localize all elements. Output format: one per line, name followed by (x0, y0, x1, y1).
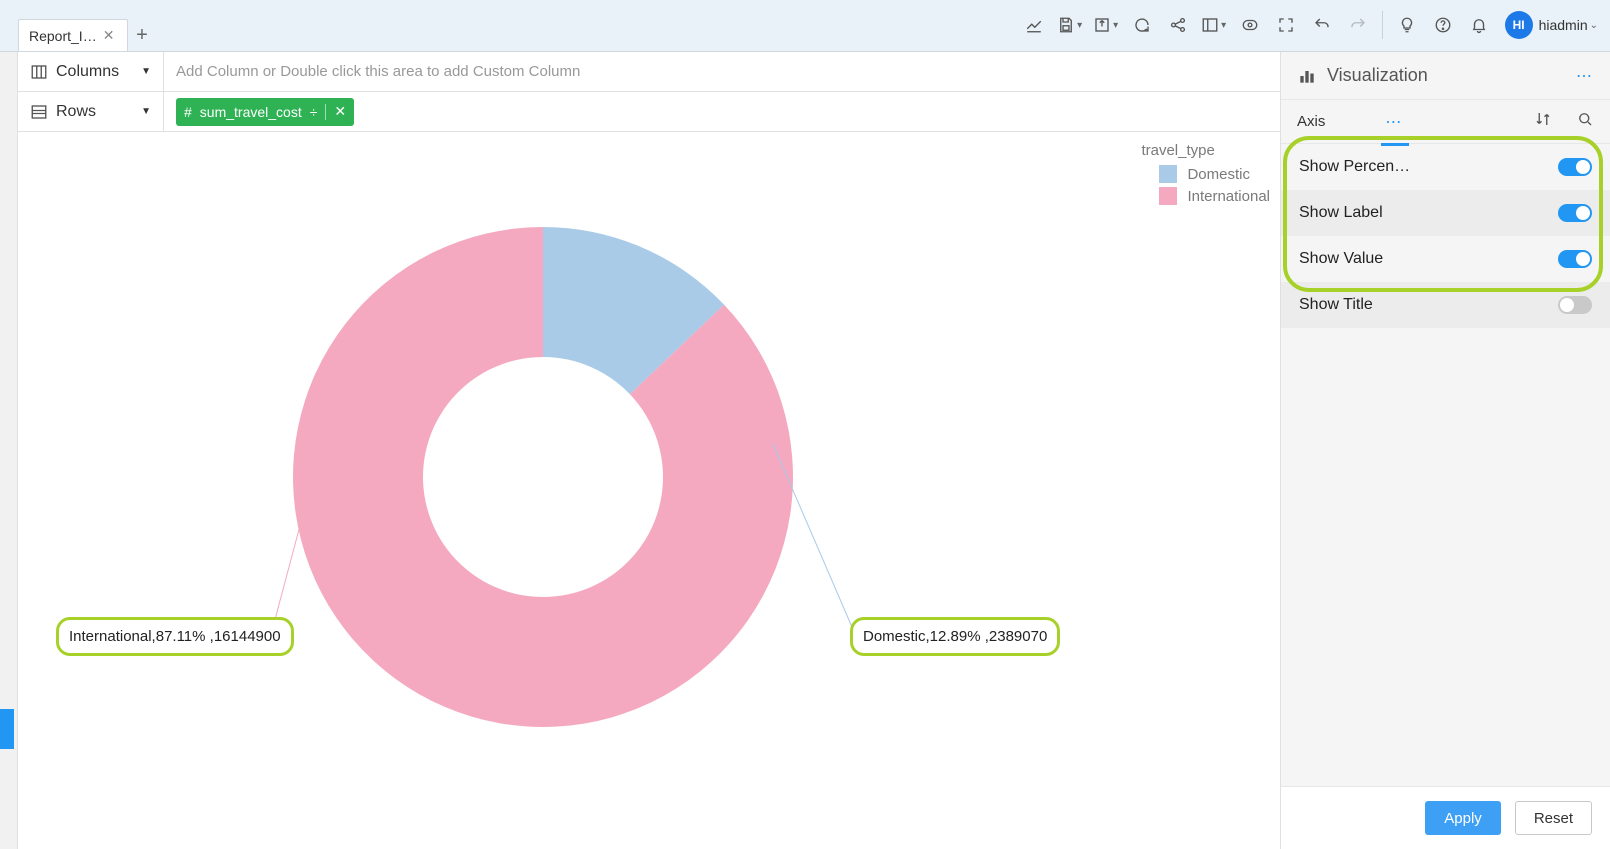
visualization-panel: Visualization ⋯ Axis ⋯ Show Percen…Show … (1280, 52, 1610, 849)
chart-region: travel_type Domestic International Intern… (18, 132, 1280, 849)
chevron-down-icon: ⌄ (1590, 20, 1598, 31)
report-tab-label: Report_I… (29, 28, 97, 44)
toggle[interactable] (1558, 296, 1592, 314)
avatar: HI (1505, 11, 1533, 39)
rows-shelf-button[interactable]: Rows ▼ (18, 92, 164, 131)
legend-label: Domestic (1187, 166, 1250, 183)
axis-more-icon[interactable]: ⋯ (1385, 112, 1403, 132)
close-icon[interactable]: ✕ (334, 103, 346, 120)
setting-row: Show Label (1281, 190, 1610, 236)
row-pill-label: sum_travel_cost (200, 104, 302, 120)
setting-row: Show Value (1281, 236, 1610, 282)
settings-list: Show Percen… Show Label Show Value Show Tit… (1281, 144, 1610, 328)
legend-item[interactable]: International (1159, 187, 1270, 205)
fullscreen-icon[interactable] (1268, 7, 1304, 43)
left-rail (0, 52, 18, 849)
leader-line (273, 522, 301, 627)
rows-icon (30, 103, 48, 121)
data-callout: International,87.11% ,16144900 (56, 617, 294, 656)
data-callout: Domestic,12.89% ,2389070 (850, 617, 1060, 656)
toolbar-separator (1382, 11, 1383, 39)
left-rail-handle[interactable] (0, 709, 14, 749)
columns-shelf-button[interactable]: Columns ▼ (18, 52, 164, 91)
legend-label: International (1187, 188, 1270, 205)
legend-title: travel_type (1141, 142, 1270, 159)
pill-separator (325, 104, 326, 120)
legend: travel_type Domestic International (1141, 142, 1270, 209)
divide-icon[interactable]: ÷ (310, 104, 318, 120)
report-tab[interactable]: Report_I… ✕ (18, 19, 128, 51)
panel-footer: Apply Reset (1281, 786, 1610, 849)
help-icon[interactable] (1425, 7, 1461, 43)
search-icon[interactable] (1576, 110, 1594, 133)
bell-icon[interactable] (1461, 7, 1497, 43)
rows-label: Rows (56, 103, 96, 121)
undo-icon[interactable] (1304, 7, 1340, 43)
rows-drop-area[interactable]: # sum_travel_cost ÷ ✕ (164, 98, 1280, 126)
columns-drop-area[interactable]: Add Column or Double click this area to … (164, 63, 1280, 80)
bar-chart-icon (1297, 66, 1317, 86)
legend-swatch (1159, 165, 1177, 183)
apply-button[interactable]: Apply (1425, 801, 1501, 835)
panel-header: Visualization ⋯ (1281, 52, 1610, 100)
setting-label: Show Label (1299, 204, 1558, 222)
apply-label: Apply (1444, 810, 1482, 827)
row-pill[interactable]: # sum_travel_cost ÷ ✕ (176, 98, 354, 126)
tab-strip: Report_I… ✕ + (18, 0, 156, 51)
avatar-initials: HI (1513, 18, 1525, 32)
setting-label: Show Title (1299, 296, 1558, 314)
chevron-down-icon: ▼ (141, 66, 151, 77)
setting-label: Show Value (1299, 250, 1558, 268)
add-tab-button[interactable]: + (128, 19, 156, 51)
sort-icon[interactable] (1534, 110, 1552, 133)
toggle[interactable] (1558, 204, 1592, 222)
chevron-down-icon: ▼ (141, 106, 151, 117)
columns-icon (30, 63, 48, 81)
redo-icon[interactable] (1340, 7, 1376, 43)
canvas-column: Columns ▼ Add Column or Double click thi… (18, 52, 1280, 849)
setting-row: Show Percen… (1281, 144, 1610, 190)
reset-label: Reset (1534, 810, 1573, 827)
hash-icon: # (184, 104, 192, 120)
user-menu[interactable]: HI hiadmin ⌄ (1505, 11, 1598, 39)
setting-row: Show Title (1281, 282, 1610, 328)
preview-icon[interactable] (1232, 7, 1268, 43)
share-icon[interactable] (1160, 7, 1196, 43)
refresh-icon[interactable] (1124, 7, 1160, 43)
columns-shelf: Columns ▼ Add Column or Double click thi… (18, 52, 1280, 92)
donut-chart (18, 132, 1278, 842)
legend-swatch (1159, 187, 1177, 205)
columns-label: Columns (56, 63, 119, 81)
axis-tab[interactable]: Axis (1297, 113, 1325, 130)
reset-button[interactable]: Reset (1515, 801, 1592, 835)
toggle[interactable] (1558, 250, 1592, 268)
rows-shelf: Rows ▼ # sum_travel_cost ÷ ✕ (18, 92, 1280, 132)
close-icon[interactable]: ✕ (103, 27, 115, 44)
legend-item[interactable]: Domestic (1159, 165, 1270, 183)
top-bar: Report_I… ✕ + ▾ ▾ ▾ HI hiadmin ⌄ (0, 0, 1610, 52)
panel-more-icon[interactable]: ⋯ (1576, 66, 1594, 86)
setting-label: Show Percen… (1299, 158, 1558, 176)
export-icon[interactable]: ▾ (1088, 7, 1124, 43)
user-name: hiadmin (1539, 17, 1588, 33)
toolbar: ▾ ▾ ▾ HI hiadmin ⌄ (1016, 0, 1610, 51)
columns-placeholder: Add Column or Double click this area to … (176, 63, 580, 80)
chart-type-icon[interactable] (1016, 7, 1052, 43)
panel-sub-header: Axis ⋯ (1281, 100, 1610, 144)
toggle[interactable] (1558, 158, 1592, 176)
layout-icon[interactable]: ▾ (1196, 7, 1232, 43)
lightbulb-icon[interactable] (1389, 7, 1425, 43)
panel-title: Visualization (1327, 65, 1428, 86)
save-icon[interactable]: ▾ (1052, 7, 1088, 43)
main: Columns ▼ Add Column or Double click thi… (0, 52, 1610, 849)
